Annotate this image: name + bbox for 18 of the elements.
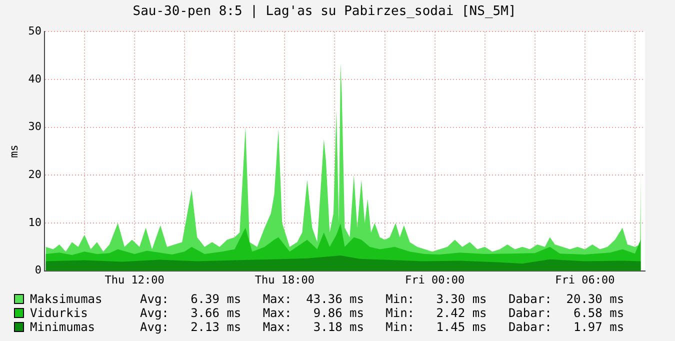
y-tick-label: 50 [28,24,42,38]
legend-label: Vidurkis [30,306,89,320]
chart-title: Sau-30-pen 8:5 | Lag'as su Pabirzes_sodai [NS_5M] [132,4,516,20]
y-tick-label: 0 [34,264,42,277]
x-tick-label: Fri 06:00 [555,273,615,286]
text: Avg: 3.66 ms Max: 9.86 ms Min: 2.42 ms Dabar: 6.58 ms [140,306,624,320]
x-tick-label: Thu 18:00 [254,273,314,286]
text: Avg: 6.39 ms Max: 43.36 ms Min: 3.30 ms Dabar: 20.30 ms [140,292,624,306]
y-tick-label: 30 [28,120,42,134]
y-tick-label: 40 [28,72,42,86]
y-tick-label: 10 [28,216,42,229]
y-axis-title: ms [7,144,20,158]
text: Avg: 2.13 ms Max: 3.18 ms Min: 1.45 ms Dabar: 1.97 ms [140,320,624,334]
legend-label: Minimumas [30,320,96,334]
y-tick-label: 20 [28,168,42,181]
legend-label: Maksimumas [30,292,104,306]
x-tick-label: Thu 12:00 [104,273,164,286]
x-tick-label: Fri 00:00 [405,273,465,286]
